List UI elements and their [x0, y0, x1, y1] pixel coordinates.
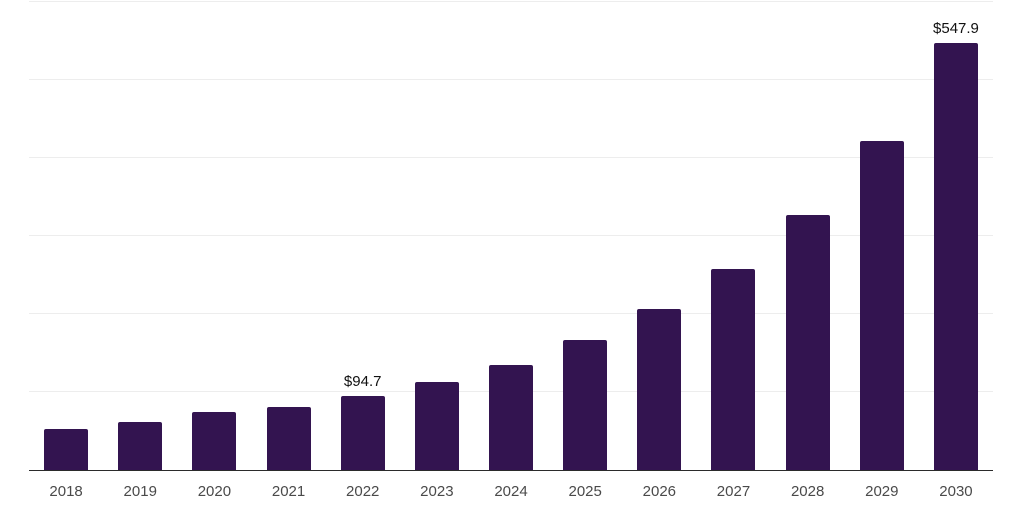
bar-2019 — [118, 421, 163, 470]
x-tick-label: 2025 — [568, 483, 602, 500]
x-tick-label: 2026 — [642, 483, 677, 500]
bar-slot — [548, 2, 622, 470]
bar-slot — [400, 2, 474, 470]
x-tick-label: 2020 — [197, 483, 232, 500]
x-tick-label: 2027 — [716, 483, 751, 500]
bar-slot — [29, 2, 103, 470]
x-axis-labels: 2018 2019 2020 2021 2022 2023 2024 2025 2026 2027… — [29, 472, 993, 512]
plot-area: $94.7 $547.9 — [29, 1, 993, 471]
bar-slot — [845, 2, 919, 470]
bar-2020 — [192, 411, 237, 470]
x-tick-label: 2018 — [49, 483, 83, 500]
x-tick-label: 2030 — [939, 483, 973, 500]
x-tick-label: 2021 — [271, 483, 306, 500]
bar-2021 — [266, 406, 311, 470]
gridline — [29, 235, 993, 236]
x-tick-label: 2028 — [790, 483, 825, 500]
bar-2023 — [414, 381, 459, 470]
bar-slot — [696, 2, 770, 470]
bar-slot — [622, 2, 696, 470]
bar-slot: $94.7 — [326, 2, 400, 470]
bar-2029 — [859, 140, 904, 470]
bar-slot — [103, 2, 177, 470]
x-tick-label: 2029 — [865, 483, 899, 500]
gridline — [29, 157, 993, 158]
bar-2028 — [785, 214, 830, 470]
bar-2018 — [44, 428, 89, 470]
bar-2022 — [340, 396, 385, 470]
bar-slot — [771, 2, 845, 470]
value-label-2022: $94.7 — [343, 373, 382, 391]
gridline — [29, 313, 993, 314]
bar-2026 — [637, 309, 682, 470]
x-tick-label: 2023 — [420, 483, 454, 500]
bar-2024 — [489, 364, 534, 470]
bar-2025 — [563, 339, 608, 470]
gridline — [29, 1, 993, 2]
gridline — [29, 79, 993, 80]
x-tick-label: 2019 — [123, 483, 157, 500]
bar-2027 — [711, 268, 756, 470]
bar-slot: $547.9 — [919, 2, 993, 470]
bars: $94.7 $547.9 — [29, 2, 993, 470]
value-label-2030: $547.9 — [933, 19, 979, 37]
x-tick-label: 2024 — [494, 483, 528, 500]
bar-slot — [251, 2, 325, 470]
x-tick-label: 2022 — [346, 483, 380, 500]
bar-slot — [474, 2, 548, 470]
bar-slot — [177, 2, 251, 470]
bar-2030 — [933, 42, 978, 470]
